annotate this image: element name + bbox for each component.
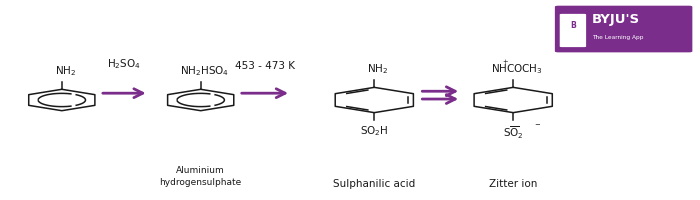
Text: H$_2$SO$_4$: H$_2$SO$_4$ (107, 57, 141, 71)
Text: 453 - 473 K: 453 - 473 K (235, 61, 295, 71)
FancyBboxPatch shape (560, 14, 586, 47)
Text: SO$_2$H: SO$_2$H (360, 124, 389, 138)
Text: The Learning App: The Learning App (592, 35, 643, 40)
Text: S$\overline{\rm O}_2$: S$\overline{\rm O}_2$ (503, 124, 524, 141)
Text: Zitter ion: Zitter ion (489, 179, 538, 189)
Text: NH$_2$HSO$_4$: NH$_2$HSO$_4$ (180, 64, 229, 78)
Text: Sulphanilic acid: Sulphanilic acid (333, 179, 415, 189)
Text: BYJU'S: BYJU'S (592, 12, 640, 25)
FancyBboxPatch shape (555, 6, 692, 52)
Text: NHCOCH$_3$: NHCOCH$_3$ (491, 62, 542, 76)
Text: B: B (570, 21, 576, 30)
Text: $^+$: $^+$ (500, 59, 509, 69)
Text: Aluminium
hydrogensulphate: Aluminium hydrogensulphate (160, 166, 241, 187)
Text: NH$_2$: NH$_2$ (55, 64, 76, 78)
Text: $^-$: $^-$ (533, 122, 542, 132)
Text: NH$_2$: NH$_2$ (368, 62, 388, 76)
